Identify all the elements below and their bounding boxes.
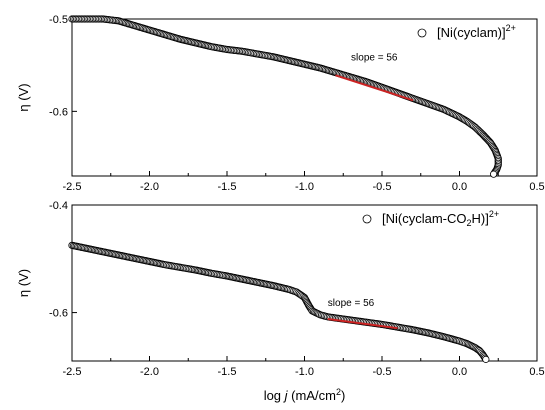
plot-frame [71, 18, 538, 177]
x-tick-label: -1.0 [295, 366, 314, 378]
x-tick-label: -2.5 [63, 366, 82, 378]
x-tick-label: -1.5 [218, 366, 237, 378]
legend-label: [Ni(cyclam)]2+ [437, 23, 516, 40]
y-axis-title: η (V) [16, 83, 31, 111]
data-point [482, 355, 490, 363]
legend-label: [Ni(cyclam-CO2H)]2+ [382, 209, 499, 228]
data-series [68, 241, 490, 363]
x-tick-label: -2.0 [140, 181, 159, 193]
y-tick-label: -0.4 [49, 200, 68, 212]
plot-frame [71, 204, 538, 362]
x-tick-label: -2.0 [140, 366, 159, 378]
data-point [489, 170, 498, 178]
x-tick-label: -0.5 [373, 366, 392, 378]
y-tick-label: -0.6 [49, 308, 68, 320]
y-tick-label: -0.6 [49, 106, 68, 118]
x-axis-title: log j (mA/cm2) [264, 387, 346, 403]
bottom-panel: -2.5 -2.0 -1.5 -1.0 -0.5 0.0 0.5 -0.4 -0.6 η (V) s… [16, 200, 545, 378]
top-panel: -2.5 -2.0 -1.5 -1.0 -0.5 0.0 0.5 -0.5 -0.6 η (V) s… [16, 14, 545, 193]
legend-marker [417, 28, 427, 38]
legend-marker [362, 214, 372, 224]
x-tick-label: -0.5 [373, 181, 392, 193]
y-tick-label: -0.5 [49, 14, 68, 26]
data-series [68, 15, 502, 178]
x-tick-label: -2.5 [63, 181, 82, 193]
x-tick-label: 0.5 [529, 366, 544, 378]
slope-annotation: slope = 56 [351, 53, 398, 64]
slope-annotation: slope = 56 [328, 298, 375, 309]
fit-line [327, 318, 398, 330]
x-tick-label: 0.5 [529, 181, 544, 193]
x-tick-label: 0.0 [452, 181, 467, 193]
x-tick-label: -1.0 [295, 181, 314, 193]
x-tick-label: 0.0 [452, 366, 467, 378]
y-axis-title: η (V) [16, 269, 31, 297]
fit-line [335, 74, 414, 102]
x-tick-label: -1.5 [218, 181, 237, 193]
